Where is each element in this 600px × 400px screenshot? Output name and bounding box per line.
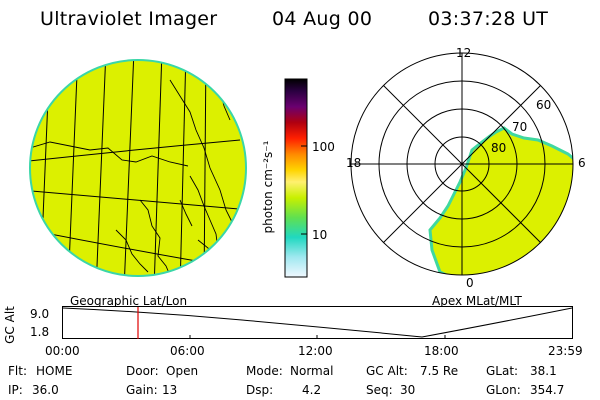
status-seq-value: 30 bbox=[400, 383, 416, 397]
status-flt-key: Flt: bbox=[8, 364, 27, 378]
geographic-disk bbox=[30, 60, 246, 276]
time-tick-2: 12:00 bbox=[298, 344, 333, 358]
altitude-trace bbox=[62, 307, 573, 338]
status-glat-value: 38.1 bbox=[530, 364, 557, 378]
geographic-image bbox=[29, 59, 247, 277]
time-tick-0: 00:00 bbox=[45, 344, 80, 358]
coastlines bbox=[30, 79, 235, 276]
status-ip-key: IP: bbox=[8, 383, 23, 397]
mlt-label-6: 6 bbox=[578, 156, 586, 170]
mlt-label-12: 12 bbox=[456, 46, 472, 60]
apex-caption: Apex MLat/MLT bbox=[432, 294, 522, 308]
mlat-label-80: 80 bbox=[491, 141, 507, 155]
status-seq-key: Seq: bbox=[366, 383, 393, 397]
polar-plot bbox=[350, 52, 574, 276]
status-gain-value: 13 bbox=[162, 383, 178, 397]
status-mode-value: Normal bbox=[290, 364, 334, 378]
time-tick-4: 23:59 bbox=[548, 344, 583, 358]
status-glon-key: GLon: bbox=[486, 383, 521, 397]
status-mode-key: Mode: bbox=[246, 364, 283, 378]
status-door-key: Door: bbox=[126, 364, 159, 378]
colorbar-tick-10: 10 bbox=[312, 228, 328, 242]
colorbar-label: photon cm⁻²s⁻¹ bbox=[261, 140, 275, 234]
time-tick-3: 18:00 bbox=[424, 344, 459, 358]
geographic-edge bbox=[29, 59, 247, 277]
auroral-image bbox=[428, 126, 573, 275]
date-label: 04 Aug 00 bbox=[272, 8, 373, 30]
geographic-caption: Geographic Lat/Lon bbox=[70, 294, 188, 308]
colorbar bbox=[284, 78, 308, 278]
status-gcalt-key: GC Alt: bbox=[366, 364, 408, 378]
polar-grid bbox=[350, 52, 574, 276]
status-flt-value: HOME bbox=[36, 364, 73, 378]
status-gcalt-value: 7.5 Re bbox=[420, 364, 459, 378]
mlt-label-18: 18 bbox=[346, 156, 362, 170]
mlat-label-70: 70 bbox=[512, 120, 528, 134]
time-tick-1: 06:00 bbox=[170, 344, 205, 358]
altitude-ytick-high: 9.0 bbox=[30, 307, 50, 321]
status-door-value: Open bbox=[166, 364, 199, 378]
status-glon-value: 354.7 bbox=[530, 383, 565, 397]
altitude-plot bbox=[62, 306, 573, 339]
mlat-label-60: 60 bbox=[536, 98, 552, 112]
instrument-title: Ultraviolet Imager bbox=[40, 8, 218, 30]
status-ip-value: 36.0 bbox=[32, 383, 59, 397]
mlt-label-0: 0 bbox=[466, 276, 474, 290]
altitude-ylabel: GC Alt bbox=[3, 306, 17, 344]
colorbar-tick-100: 100 bbox=[312, 140, 335, 154]
status-dsp-value: 4.2 bbox=[302, 383, 322, 397]
status-dsp-key: Dsp: bbox=[246, 383, 274, 397]
status-gain-key: Gain: bbox=[126, 383, 158, 397]
time-label: 03:37:28 UT bbox=[428, 8, 549, 30]
altitude-ytick-low: 1.8 bbox=[30, 325, 50, 339]
status-glat-key: GLat: bbox=[486, 364, 519, 378]
